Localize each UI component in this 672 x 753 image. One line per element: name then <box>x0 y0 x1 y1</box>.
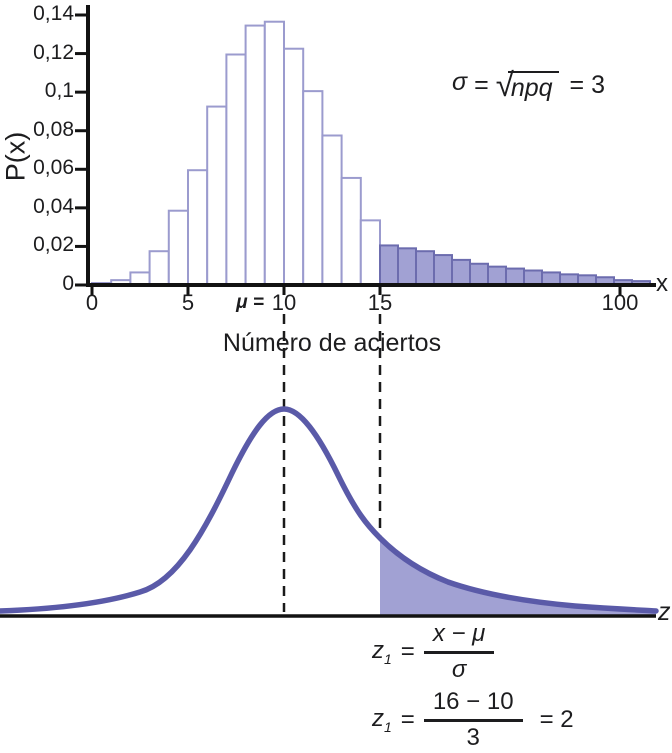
radicand: npq <box>507 71 559 102</box>
fraction-denominator: 3 <box>466 724 480 751</box>
radical-sign-icon: √ <box>495 66 514 103</box>
fraction: 16 − 10 3 <box>423 688 523 752</box>
x-tick-label: 100 <box>601 290 639 315</box>
mu-prefix-label: μ = <box>236 292 264 313</box>
x-axis-caption: Número de aciertos <box>222 329 442 357</box>
shaded-bar <box>487 265 507 286</box>
y-tick-label: 0,02 <box>33 233 74 257</box>
shaded-bar <box>541 271 561 285</box>
shaded-bar <box>379 244 399 285</box>
fraction-denominator: σ <box>451 656 467 683</box>
z-sub-1: z1 <box>372 637 392 667</box>
histogram-shaded-tail-bars <box>379 244 651 286</box>
fraction-numerator: x − μ <box>423 620 495 654</box>
x-tick-label: 15 <box>367 290 393 315</box>
z-formula-definition: z1 = x − μ σ <box>372 620 495 684</box>
histogram-bar <box>283 47 305 285</box>
histogram-bar <box>321 134 343 285</box>
equals-sign: = <box>474 71 489 99</box>
histogram-bar <box>359 219 381 285</box>
histogram-bar <box>225 53 247 285</box>
y-tick-label: 0,14 <box>33 2 74 25</box>
formula-result: = 2 <box>539 706 574 733</box>
histogram-bar <box>263 20 285 286</box>
sigma-symbol: σ <box>452 68 468 96</box>
fraction-numerator: 16 − 10 <box>423 688 523 722</box>
z-formula-computed: z1 = 16 − 10 3 = 2 <box>372 688 574 752</box>
shaded-bar <box>523 269 543 285</box>
x-axis-end-label: x <box>656 270 668 297</box>
histogram-bar <box>187 169 209 286</box>
histogram-bar <box>340 176 362 285</box>
histogram-bar <box>244 24 266 285</box>
y-tick-label: 0,12 <box>33 40 74 64</box>
shaded-bar <box>505 267 525 286</box>
shaded-bar <box>577 274 597 286</box>
shaded-bar <box>415 250 435 286</box>
histogram-bar <box>167 209 190 286</box>
y-tick-label: 0,08 <box>33 117 74 141</box>
y-tick-label: 0,1 <box>44 79 74 103</box>
x-tick-label: 5 <box>181 290 195 315</box>
normal-curve-shaded-tail <box>380 538 656 615</box>
histogram-bar <box>129 271 151 285</box>
z-axis-end-label: z <box>658 598 671 626</box>
axis-tick-marks <box>75 13 622 295</box>
histogram-bar <box>206 105 228 285</box>
normal-curve <box>0 406 659 614</box>
shaded-bar <box>559 273 579 285</box>
equals-sign: = <box>400 638 415 665</box>
histogram-bars <box>91 20 381 286</box>
equals-sign: = <box>400 706 415 733</box>
sigma-result: = 3 <box>569 71 605 99</box>
histogram-bar <box>302 90 324 285</box>
sqrt-expression: √npq <box>496 68 559 103</box>
shaded-bar <box>433 254 453 286</box>
y-tick-label: 0,04 <box>33 194 74 218</box>
z-sub-1: z1 <box>372 705 392 735</box>
y-tick-label: 0,06 <box>33 156 74 180</box>
fraction: x − μ σ <box>423 620 495 684</box>
x-tick-label: 10 <box>271 290 297 315</box>
histogram-bar <box>148 250 170 286</box>
sigma-annotation: σ = √npq = 3 <box>452 68 605 103</box>
shaded-bar <box>595 276 615 285</box>
shaded-bar <box>469 262 489 285</box>
shaded-bar <box>397 247 417 286</box>
y-tick-label: 0 <box>62 272 74 295</box>
x-tick-label: 0 <box>85 290 99 315</box>
shaded-bar <box>451 258 471 286</box>
